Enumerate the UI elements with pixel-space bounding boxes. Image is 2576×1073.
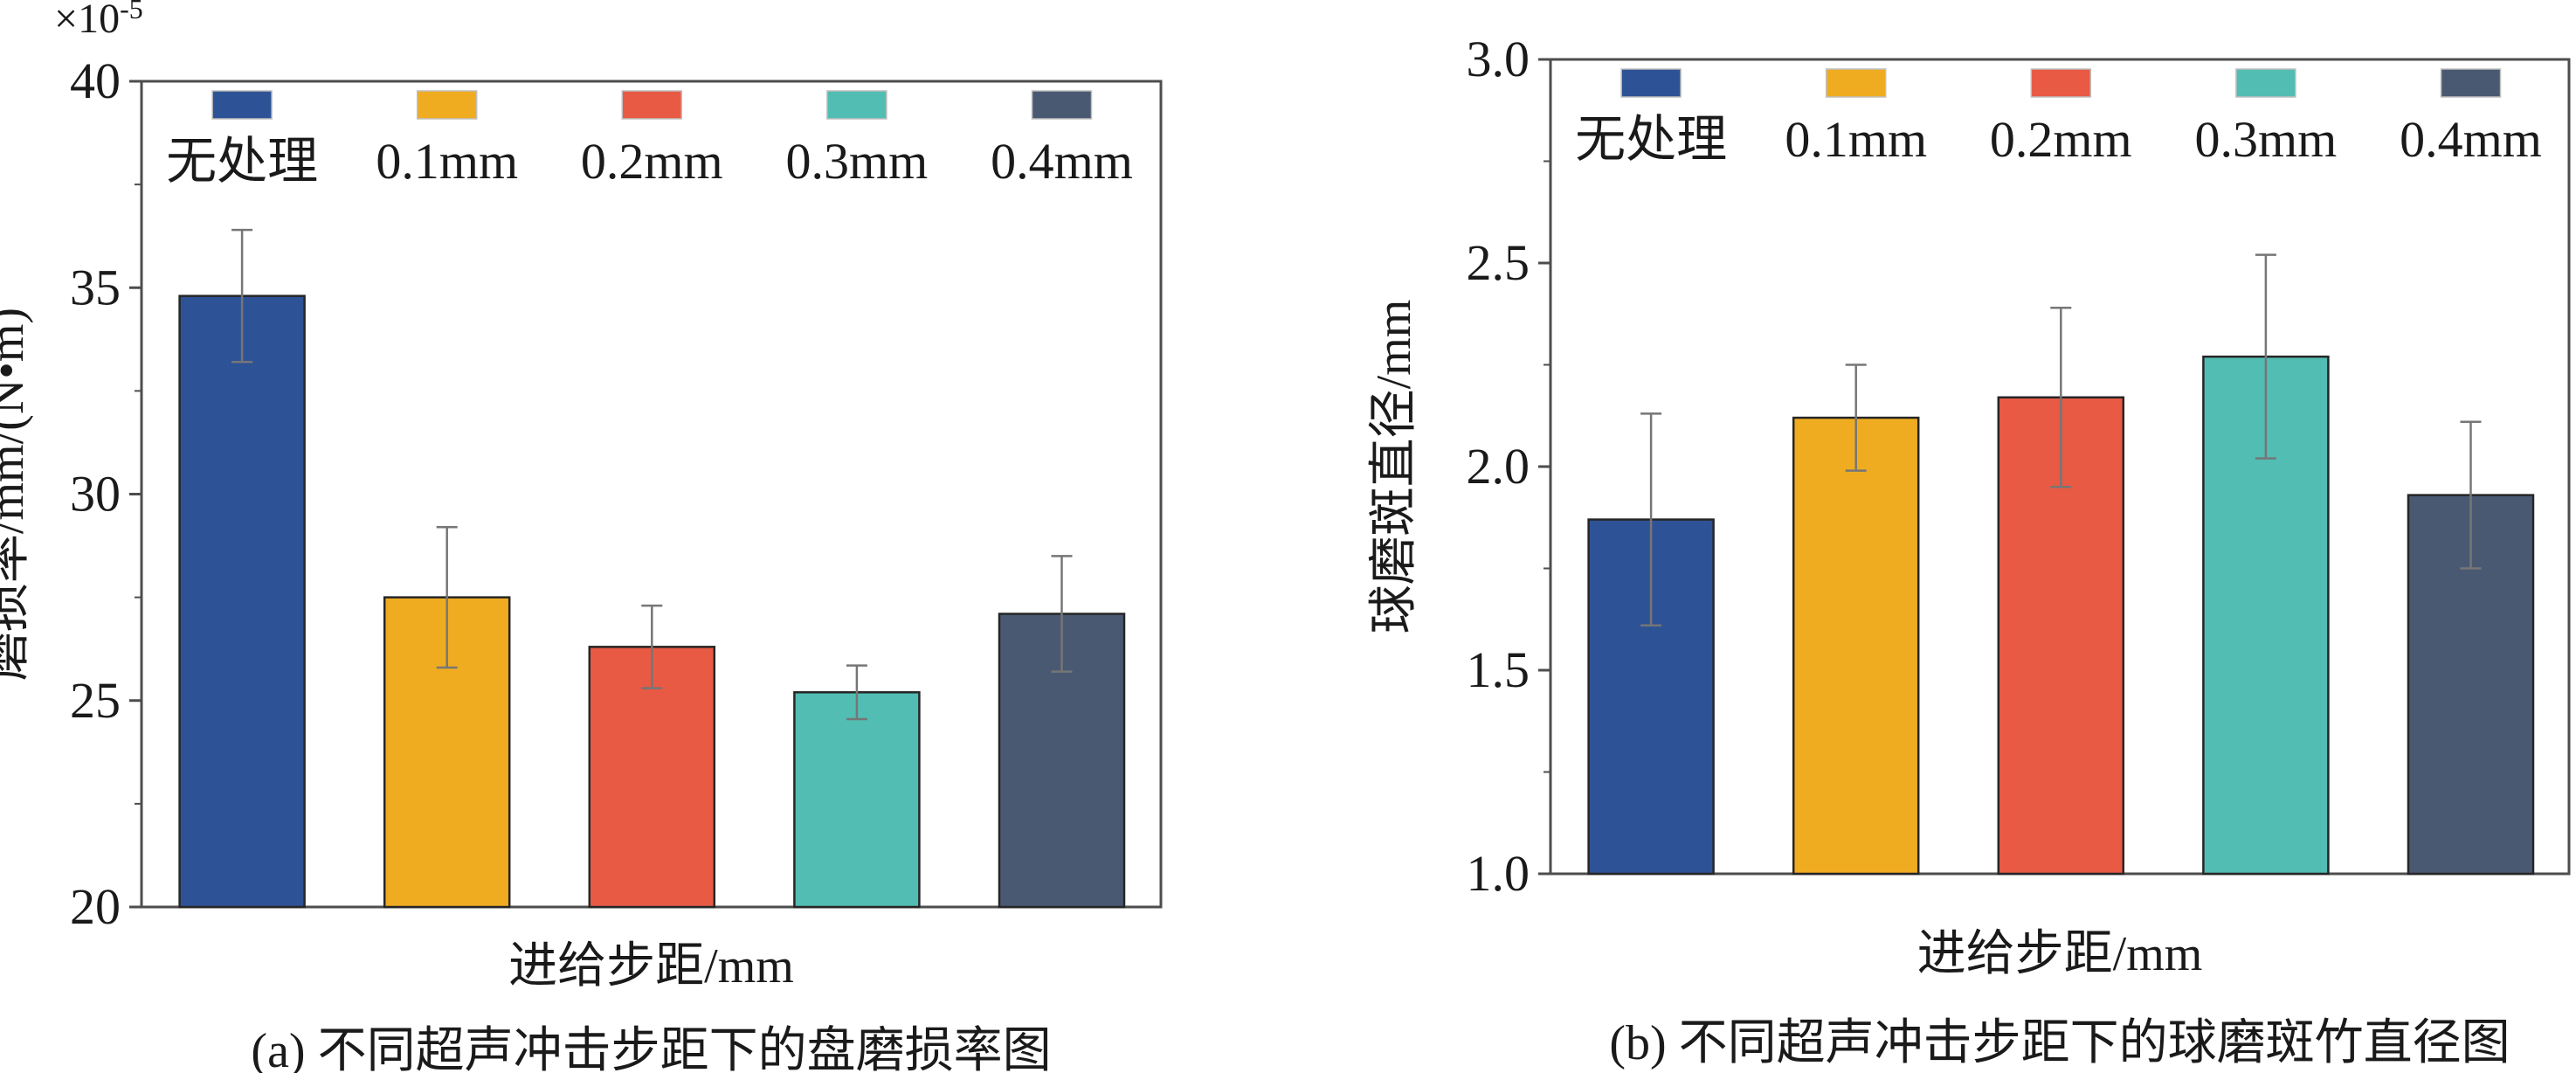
svg-text:0.1mm: 0.1mm [376, 133, 518, 190]
svg-text:3.0: 3.0 [1467, 31, 1530, 87]
svg-text:1.0: 1.0 [1467, 845, 1530, 902]
svg-text:0.3mm: 0.3mm [786, 133, 929, 190]
svg-text:0.2mm: 0.2mm [581, 133, 723, 190]
svg-text:球磨斑直径/mm: 球磨斑直径/mm [1367, 300, 1421, 634]
svg-text:2.5: 2.5 [1467, 234, 1530, 291]
svg-text:0.2mm: 0.2mm [1990, 111, 2132, 168]
svg-text:1.5: 1.5 [1467, 641, 1530, 698]
svg-text:35: 35 [70, 259, 121, 315]
svg-text:0.3mm: 0.3mm [2195, 111, 2338, 168]
svg-text:0.1mm: 0.1mm [1785, 111, 1927, 168]
svg-text:0.4mm: 0.4mm [2400, 111, 2542, 168]
svg-text:2.0: 2.0 [1467, 438, 1530, 495]
svg-text:进给步距/mm: 进给步距/mm [1917, 927, 2203, 981]
svg-text:(b) 不同超声冲击步距下的球磨斑竹直径图: (b) 不同超声冲击步距下的球磨斑竹直径图 [1609, 1016, 2510, 1070]
svg-text:20: 20 [70, 878, 121, 935]
svg-text:40: 40 [70, 52, 121, 109]
svg-text:无处理: 无处理 [166, 133, 318, 190]
svg-text:30: 30 [70, 466, 121, 523]
svg-text:25: 25 [70, 672, 121, 729]
svg-text:磨损率/mm/(N•m): 磨损率/mm/(N•m) [0, 308, 34, 681]
svg-text:进给步距/mm: 进给步距/mm [508, 939, 794, 993]
svg-text:无处理: 无处理 [1575, 111, 1727, 168]
svg-text:0.4mm: 0.4mm [991, 133, 1133, 190]
svg-text:(a) 不同超声冲击步距下的盘磨损率图: (a) 不同超声冲击步距下的盘磨损率图 [251, 1024, 1051, 1073]
